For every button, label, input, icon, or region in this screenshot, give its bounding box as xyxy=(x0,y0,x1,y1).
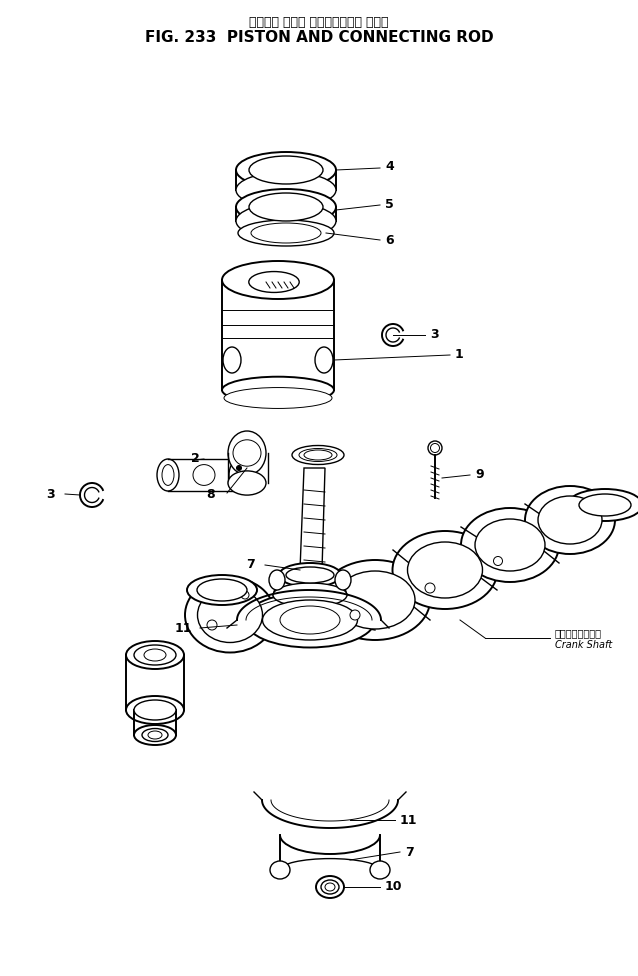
Ellipse shape xyxy=(325,883,335,891)
Ellipse shape xyxy=(408,542,482,598)
Ellipse shape xyxy=(224,387,332,408)
Text: 3: 3 xyxy=(430,329,439,342)
Ellipse shape xyxy=(207,620,217,630)
Ellipse shape xyxy=(126,696,184,724)
Ellipse shape xyxy=(567,489,638,521)
Text: 11: 11 xyxy=(175,622,192,634)
Text: クランクシャフト: クランクシャフト xyxy=(555,628,602,638)
Ellipse shape xyxy=(269,570,285,590)
Text: ピストン および コネクティング ロッド: ピストン および コネクティング ロッド xyxy=(249,16,389,29)
Text: 4: 4 xyxy=(385,160,394,174)
Ellipse shape xyxy=(249,271,299,293)
Ellipse shape xyxy=(538,496,602,544)
Ellipse shape xyxy=(251,223,321,243)
Ellipse shape xyxy=(144,649,166,661)
Polygon shape xyxy=(300,468,325,570)
Text: 11: 11 xyxy=(400,814,417,827)
Ellipse shape xyxy=(392,531,498,609)
Ellipse shape xyxy=(370,861,390,879)
Text: 3: 3 xyxy=(47,487,55,501)
Ellipse shape xyxy=(292,445,344,465)
Ellipse shape xyxy=(335,571,415,629)
Ellipse shape xyxy=(198,588,262,642)
Ellipse shape xyxy=(162,465,174,485)
Text: 1: 1 xyxy=(455,348,464,361)
Ellipse shape xyxy=(134,725,176,745)
Ellipse shape xyxy=(315,347,333,373)
Ellipse shape xyxy=(126,641,184,669)
Ellipse shape xyxy=(142,728,168,742)
Text: 2: 2 xyxy=(191,452,199,465)
Ellipse shape xyxy=(304,450,332,460)
Ellipse shape xyxy=(245,592,375,647)
Ellipse shape xyxy=(236,189,336,225)
Ellipse shape xyxy=(222,261,334,299)
Ellipse shape xyxy=(286,567,334,583)
Ellipse shape xyxy=(134,645,176,665)
Ellipse shape xyxy=(431,443,440,453)
Ellipse shape xyxy=(229,459,251,491)
Ellipse shape xyxy=(273,583,347,607)
Ellipse shape xyxy=(350,610,360,620)
Ellipse shape xyxy=(236,203,336,239)
Ellipse shape xyxy=(187,575,257,605)
Ellipse shape xyxy=(279,563,341,587)
Text: 7: 7 xyxy=(246,558,255,572)
Text: 7: 7 xyxy=(405,845,414,859)
Text: 10: 10 xyxy=(385,880,403,893)
Ellipse shape xyxy=(249,193,323,221)
Ellipse shape xyxy=(335,570,351,590)
Ellipse shape xyxy=(270,861,290,879)
Ellipse shape xyxy=(223,347,241,373)
Ellipse shape xyxy=(236,172,336,208)
Ellipse shape xyxy=(237,466,242,470)
Ellipse shape xyxy=(249,156,323,184)
Ellipse shape xyxy=(316,876,344,898)
Ellipse shape xyxy=(525,486,615,554)
Ellipse shape xyxy=(475,519,545,571)
Ellipse shape xyxy=(228,431,266,475)
Ellipse shape xyxy=(236,152,336,188)
Ellipse shape xyxy=(241,591,249,599)
Ellipse shape xyxy=(222,377,334,403)
Text: 6: 6 xyxy=(385,233,394,247)
Ellipse shape xyxy=(262,600,357,640)
Ellipse shape xyxy=(238,220,334,246)
Ellipse shape xyxy=(157,459,179,491)
Ellipse shape xyxy=(193,465,215,485)
Text: 8: 8 xyxy=(206,487,215,501)
Ellipse shape xyxy=(233,440,261,467)
Ellipse shape xyxy=(321,880,339,894)
Text: 5: 5 xyxy=(385,198,394,212)
Ellipse shape xyxy=(320,560,430,640)
Ellipse shape xyxy=(148,731,162,739)
Ellipse shape xyxy=(280,606,340,634)
Ellipse shape xyxy=(425,583,435,593)
Text: Crank Shaft: Crank Shaft xyxy=(555,640,612,650)
Ellipse shape xyxy=(579,494,631,516)
Ellipse shape xyxy=(228,470,266,495)
Text: 9: 9 xyxy=(475,468,484,481)
Text: FIG. 233  PISTON AND CONNECTING ROD: FIG. 233 PISTON AND CONNECTING ROD xyxy=(145,30,493,45)
Ellipse shape xyxy=(185,578,275,653)
Ellipse shape xyxy=(461,508,559,582)
Ellipse shape xyxy=(134,700,176,720)
Ellipse shape xyxy=(494,556,503,565)
Ellipse shape xyxy=(299,449,337,462)
Ellipse shape xyxy=(428,441,442,455)
Ellipse shape xyxy=(197,579,247,601)
